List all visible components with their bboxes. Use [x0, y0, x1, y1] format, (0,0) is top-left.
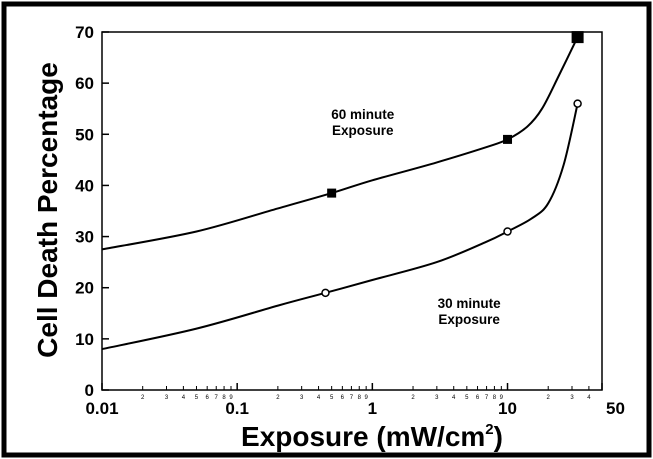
x-minor-tick-label: 6: [341, 395, 345, 401]
x-minor-tick-label: 6: [206, 395, 210, 401]
x-minor-tick-label: 4: [182, 395, 186, 401]
y-tick-label: 60: [75, 74, 94, 93]
y-axis-title: Cell Death Percentage: [32, 62, 63, 358]
annotation-label: 30 minute: [438, 296, 502, 311]
series-line: [101, 36, 579, 251]
x-minor-tick-label: 4: [317, 395, 321, 401]
x-minor-tick-label: 9: [500, 395, 504, 401]
y-tick-label: 70: [75, 23, 94, 42]
x-axis-title-main: Exposure (mW/cm: [241, 421, 485, 452]
x-minor-tick-label: 8: [493, 395, 497, 401]
y-tick-label: 20: [75, 279, 94, 298]
y-tick-label: 40: [75, 176, 94, 195]
data-point-circle: [321, 288, 330, 298]
y-tick-label: 50: [75, 125, 94, 144]
plot-frame: [101, 31, 603, 391]
x-minor-tick-label: 7: [350, 395, 354, 401]
x-minor-tick-label: 8: [358, 395, 362, 401]
y-tick-label: 10: [75, 330, 94, 349]
annotation-label: Exposure: [438, 312, 500, 327]
x-minor-tick-label: 2: [276, 395, 280, 401]
y-tick-label: 30: [75, 228, 94, 247]
x-tick-label: 0.01: [85, 399, 118, 418]
x-minor-tick-label: 9: [229, 395, 233, 401]
x-axis-title-superscript: 2: [485, 421, 493, 438]
data-point-square: [503, 134, 513, 144]
x-minor-tick-label: 4: [452, 395, 456, 401]
data-point-circle: [573, 99, 582, 108]
data-point-square: [571, 31, 584, 44]
x-minor-tick-label: 5: [465, 395, 469, 401]
x-tick-label: 0.1: [225, 399, 249, 418]
x-minor-tick-label: 3: [570, 395, 574, 401]
x-minor-tick-label: 5: [330, 395, 334, 401]
x-axis-title-close: ): [494, 421, 503, 452]
x-minor-tick-label: 3: [300, 395, 304, 401]
data-point-square: [327, 188, 337, 198]
annotation-label: Exposure: [332, 123, 394, 138]
x-axis-title: Exposure (mW/cm2): [241, 421, 503, 452]
x-tick-label: 1: [368, 399, 377, 418]
x-minor-tick-label: 3: [165, 395, 169, 401]
x-minor-tick-label: 2: [547, 395, 551, 401]
x-minor-tick-label: 8: [222, 395, 226, 401]
series-line: [101, 103, 579, 351]
annotation-label: 60 minute: [331, 107, 395, 122]
x-minor-tick-label: 7: [485, 395, 489, 401]
data-point-circle: [503, 227, 512, 236]
y-tick-label: 0: [85, 381, 94, 400]
x-minor-tick-label: 3: [435, 395, 439, 401]
x-minor-tick-label: 9: [364, 395, 368, 401]
x-minor-tick-label: 2: [411, 395, 415, 401]
x-minor-tick-label: 6: [476, 395, 480, 401]
x-minor-tick-label: 2: [141, 395, 145, 401]
x-minor-tick-label: 4: [587, 395, 591, 401]
x-tick-label: 50: [606, 399, 625, 418]
x-minor-tick-label: 7: [215, 395, 219, 401]
x-tick-label: 10: [498, 399, 517, 418]
x-minor-tick-label: 5: [195, 395, 199, 401]
